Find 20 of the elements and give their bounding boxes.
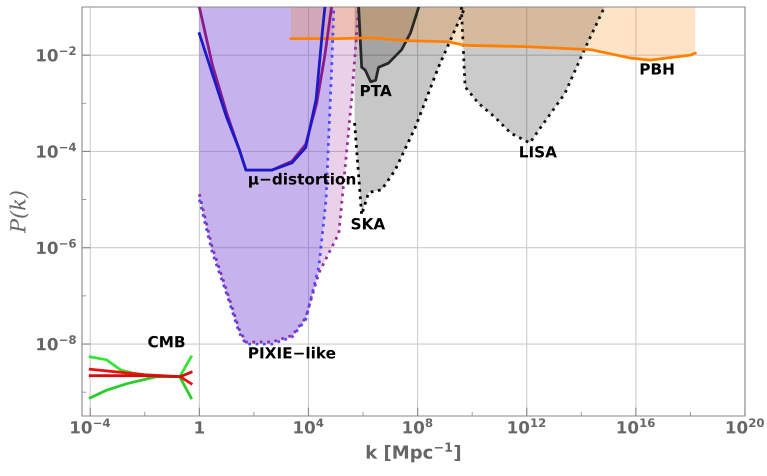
- x-tick-label: 10$^{4}$: [294, 418, 324, 434]
- series-label: LISA: [520, 146, 557, 158]
- series-label: CMB: [148, 336, 184, 348]
- y-tick-label: 10$^{−4}$: [37, 142, 76, 158]
- series-label: μ−distortion: [249, 172, 356, 188]
- y-tick-label: 10$^{−6}$: [37, 238, 76, 254]
- x-tick-label: 10$^{20}$: [726, 418, 764, 434]
- x-tick-label: 10$^{16}$: [618, 418, 655, 434]
- x-axis-title: k [Mpc$^{−1}$]: [366, 442, 460, 462]
- series-label: PTA: [360, 85, 392, 96]
- series-label: PIXIE−like: [249, 346, 336, 359]
- x-tick-label: 1: [195, 421, 204, 434]
- series-label: PBH: [640, 63, 674, 74]
- x-tick-label: 10$^{−4}$: [71, 418, 110, 434]
- x-tick-label: 10$^{8}$: [403, 418, 432, 434]
- x-tick-label: 10$^{12}$: [508, 418, 546, 434]
- y-tick-label: 10$^{−2}$: [37, 46, 76, 62]
- series-label: SKA: [352, 218, 386, 230]
- y-tick-label: 10$^{−8}$: [37, 335, 76, 350]
- y-axis-title: P(k): [10, 191, 29, 234]
